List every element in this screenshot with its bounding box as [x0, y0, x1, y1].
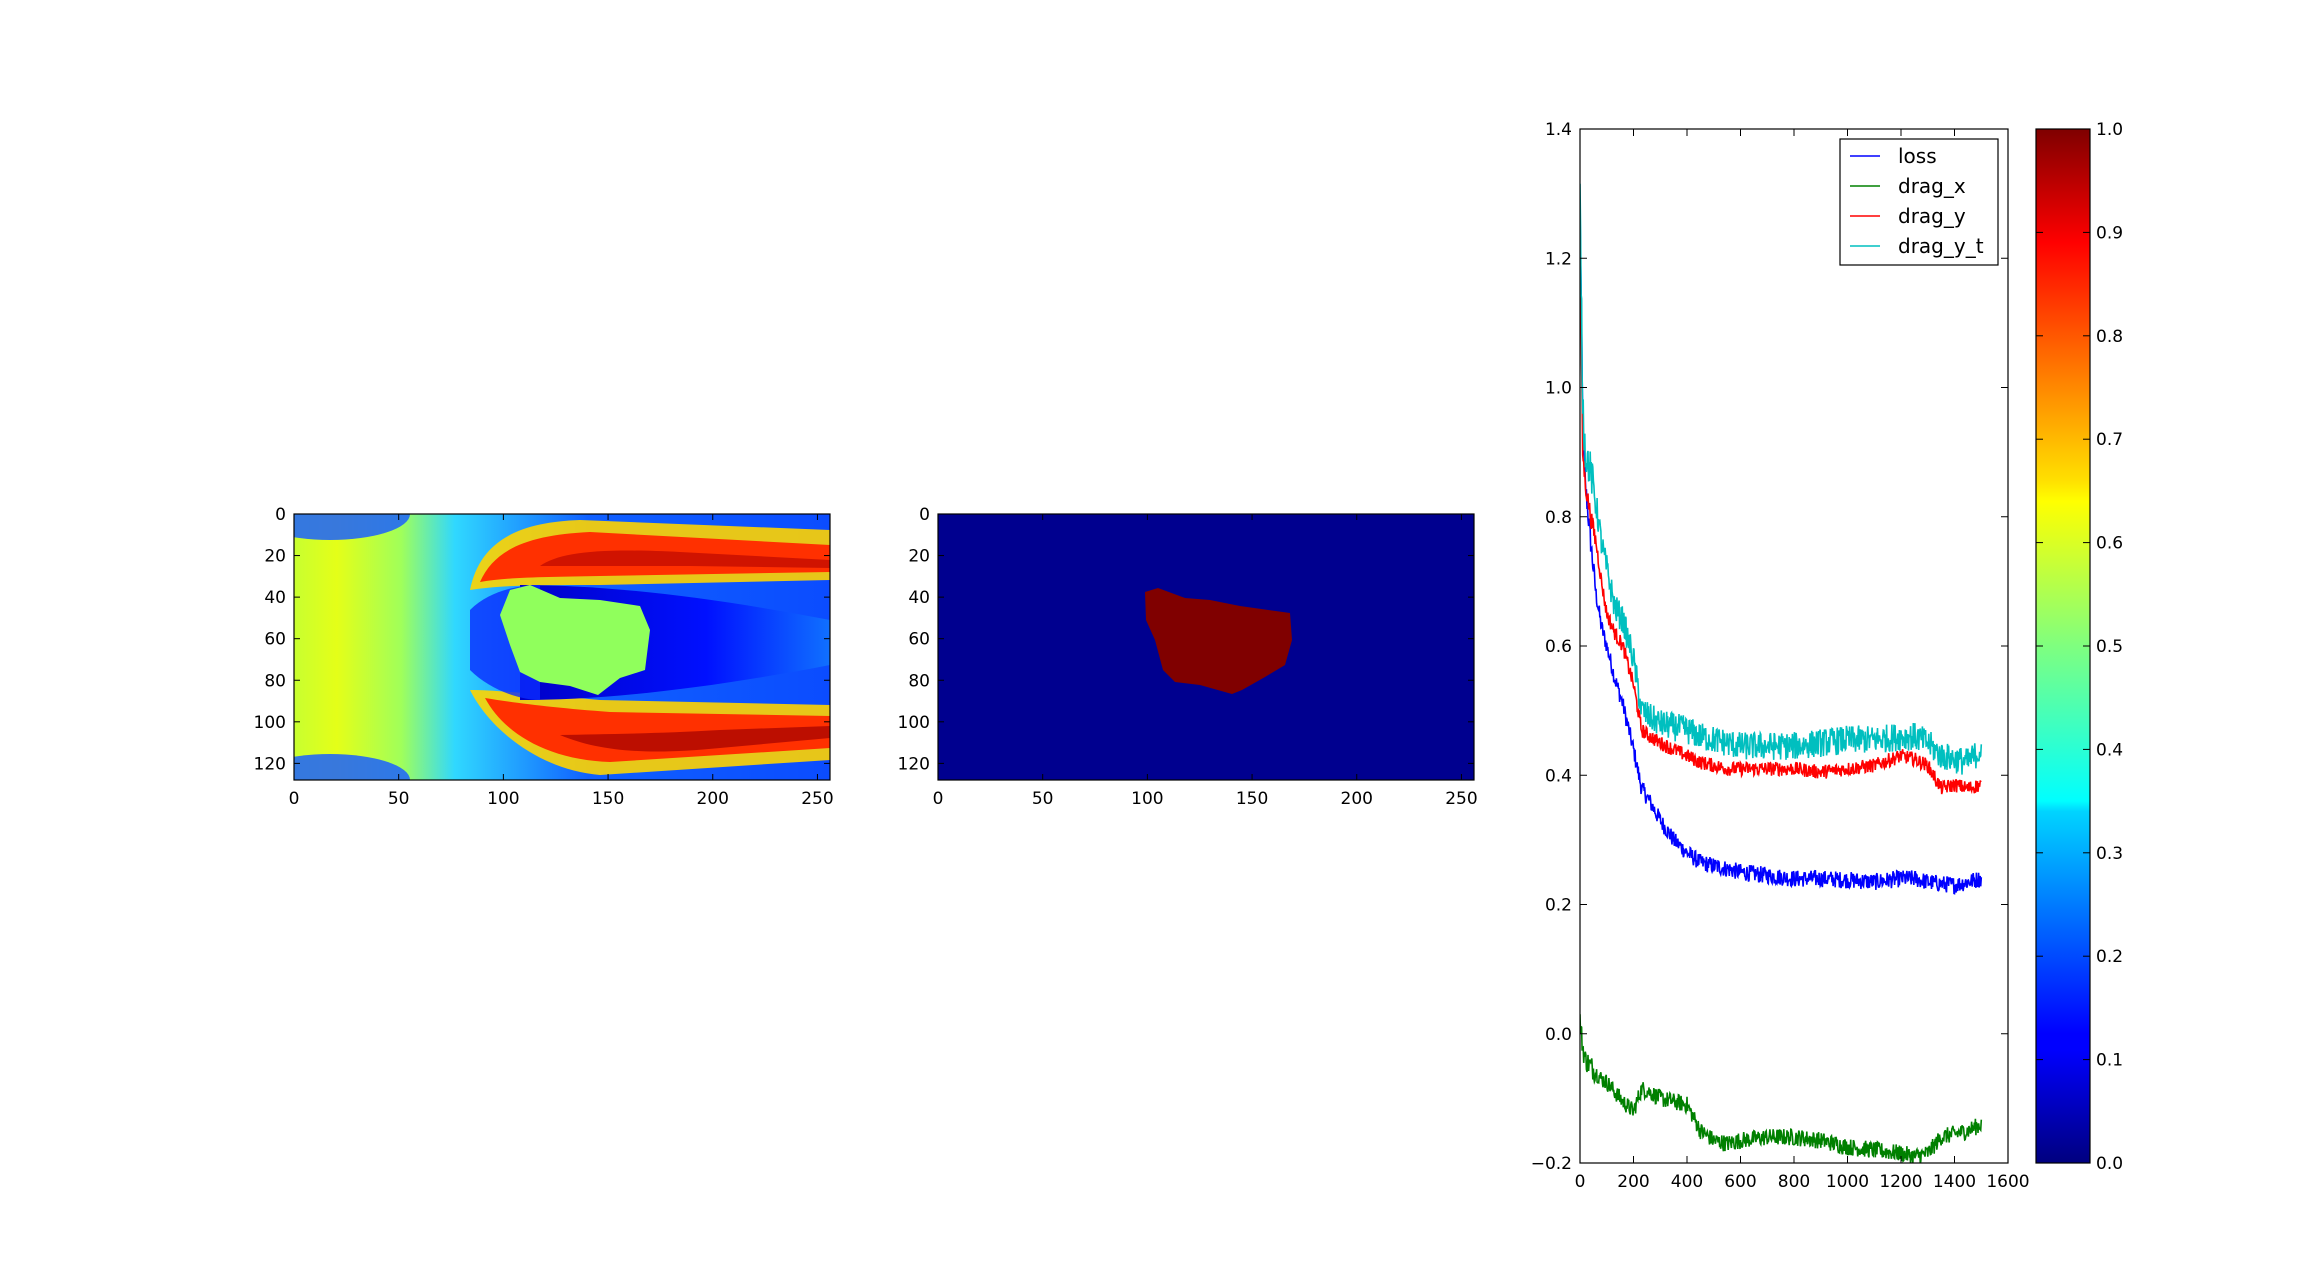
line-x-tick-label: 200	[1617, 1172, 1649, 1192]
line-x-tick-label: 1000	[1826, 1172, 1869, 1192]
line-y-tick-label: 0.4	[1545, 766, 1572, 786]
colorbar-tick-label: 0.2	[2096, 947, 2123, 967]
line-x-tick-label: 0	[1575, 1172, 1586, 1192]
field-panel: 0 50 100 150 200 250 0 20 40 60 80 100 120	[254, 505, 834, 809]
mask-y-tick-label: 20	[908, 547, 930, 567]
obstacle-shape	[500, 585, 650, 695]
field-y-tick-label: 80	[264, 671, 286, 691]
line-y-tick-label: 0.6	[1545, 637, 1572, 657]
line-y-tick-label: 0.0	[1545, 1025, 1572, 1045]
line-x-tick-label: 800	[1778, 1172, 1810, 1192]
colorbar-tick-label: 0.5	[2096, 637, 2123, 657]
field-axis-ticks: 0 50 100 150 200 250 0 20 40 60 80 100 120	[254, 505, 834, 809]
mask-x-tick-label: 250	[1445, 789, 1477, 809]
colorbar-tick-label: 0.6	[2096, 534, 2123, 554]
mask-x-tick-label: 200	[1341, 789, 1373, 809]
line-x-tick-label: 1600	[1986, 1172, 2029, 1192]
line-y-tick-label: 1.0	[1545, 379, 1572, 399]
field-x-tick-label: 200	[697, 789, 729, 809]
mask-y-tick-label: 40	[908, 588, 930, 608]
colorbar-ticks: 0.0 0.1 0.2 0.3 0.4 0.5 0.6 0.7 0.8 0.9 1.0	[2036, 120, 2123, 1174]
mask-axis-ticks: 0 50 100 150 200 250 0 20 40 60 80 100 120	[898, 505, 1478, 809]
line-x-tick-label: 1200	[1879, 1172, 1922, 1192]
line-x-tick-label: 1400	[1933, 1172, 1976, 1192]
colorbar-tick-label: 0.0	[2096, 1154, 2123, 1174]
line-series-group	[1580, 183, 1983, 1163]
legend-label-loss: loss	[1898, 144, 1937, 168]
field-y-tick-label: 100	[254, 713, 286, 733]
series-line-drag-y	[1580, 230, 1982, 795]
line-axis-ticks: 0 200 400 600 800 1000 1200 1400 1600 −0.2 0.0 0.2 0…	[1531, 120, 2030, 1192]
line-chart-panel: 0 200 400 600 800 1000 1200 1400 1600 −0.2 0.0 0.2 0…	[1531, 120, 2030, 1192]
field-y-tick-label: 120	[254, 754, 286, 774]
legend-label-drag-x: drag_x	[1898, 174, 1966, 198]
colorbar-tick-label: 0.3	[2096, 844, 2123, 864]
legend: loss drag_x drag_y drag_y_t	[1839, 138, 1999, 266]
line-y-tick-label: 0.2	[1545, 896, 1572, 916]
field-image	[294, 514, 830, 780]
mask-y-tick-label: 0	[919, 505, 930, 525]
series-line-loss	[1580, 202, 1983, 895]
colorbar-tick-label: 0.1	[2096, 1051, 2123, 1071]
field-y-tick-label: 60	[264, 630, 286, 650]
mask-y-tick-label: 60	[908, 630, 930, 650]
field-x-tick-label: 250	[801, 789, 833, 809]
mask-panel: 0 50 100 150 200 250 0 20 40 60 80 100 120	[898, 505, 1478, 809]
series-line-drag-y-t	[1580, 183, 1983, 775]
field-x-tick-label: 100	[487, 789, 519, 809]
field-x-tick-label: 50	[388, 789, 410, 809]
line-x-tick-label: 600	[1724, 1172, 1756, 1192]
colorbar-tick-label: 1.0	[2096, 120, 2123, 140]
mask-x-tick-label: 150	[1236, 789, 1268, 809]
line-y-tick-label: 1.4	[1545, 120, 1572, 140]
field-y-tick-label: 40	[264, 588, 286, 608]
colorbar-tick-label: 0.4	[2096, 740, 2123, 760]
mask-x-tick-label: 0	[933, 789, 944, 809]
mask-obstacle-shape	[1145, 588, 1292, 694]
mask-y-tick-label: 80	[908, 671, 930, 691]
line-y-tick-label: −0.2	[1531, 1154, 1572, 1174]
colorbar: 0.0 0.1 0.2 0.3 0.4 0.5 0.6 0.7 0.8 0.9 1.0	[2035, 120, 2123, 1174]
colorbar-tick-label: 0.9	[2096, 223, 2123, 243]
field-x-tick-label: 150	[592, 789, 624, 809]
mask-x-tick-label: 100	[1131, 789, 1163, 809]
mask-y-tick-label: 120	[898, 754, 930, 774]
line-x-tick-label: 400	[1671, 1172, 1703, 1192]
colorbar-gradient	[2035, 128, 2091, 1164]
legend-label-drag-y-t: drag_y_t	[1898, 234, 1984, 258]
field-y-tick-label: 0	[275, 505, 286, 525]
series-line-drag-x	[1580, 1014, 1983, 1163]
field-y-tick-label: 20	[264, 547, 286, 567]
mask-x-tick-label: 50	[1032, 789, 1054, 809]
legend-label-drag-y: drag_y	[1898, 204, 1966, 228]
line-y-tick-label: 1.2	[1545, 249, 1572, 269]
line-y-tick-label: 0.8	[1545, 508, 1572, 528]
colorbar-tick-label: 0.8	[2096, 327, 2123, 347]
colorbar-tick-label: 0.7	[2096, 430, 2123, 450]
field-x-tick-label: 0	[289, 789, 300, 809]
mask-y-tick-label: 100	[898, 713, 930, 733]
